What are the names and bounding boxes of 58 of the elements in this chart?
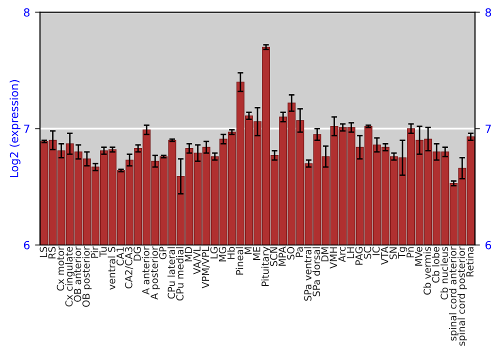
y-tick-label: 8	[24, 8, 30, 17]
x-tick-label: ME	[253, 247, 260, 260]
x-tick-label: SN	[389, 247, 397, 260]
x-tick-label: Cx cingulate	[65, 246, 75, 306]
x-tick-label: VPM/VPL	[202, 246, 210, 288]
x-tick-label: RS	[48, 246, 56, 258]
x-tick-label: MG	[218, 247, 226, 262]
x-tick-label: Pineal	[236, 247, 244, 275]
x-tick-label: Pn	[406, 247, 414, 258]
x-tick-label: Cb vermis	[423, 246, 431, 295]
x-tick-label: Cb nucleus	[440, 246, 448, 300]
x-tick-label: LH	[346, 247, 354, 258]
x-tick-label: Pituitary	[261, 246, 271, 286]
y-tick-label: 6	[24, 240, 30, 250]
x-tick-label: CA2/CA3	[125, 247, 134, 288]
x-tick-label: LG	[210, 247, 218, 258]
x-tick-label: Pa	[296, 247, 303, 257]
x-tick-label: Retina	[466, 247, 474, 276]
x-tick-label: GP	[159, 246, 166, 260]
y2-tick-label: 7	[486, 124, 491, 133]
x-tick-label: OB posterior	[82, 246, 92, 307]
x-tick-label: MVe	[415, 246, 422, 266]
x-tick-label: A posterior	[150, 246, 160, 300]
x-tick-label: VA/VL	[193, 246, 202, 274]
x-tick-label: Cb lobe	[432, 246, 440, 283]
x-tick-label: spinal cord anterior	[448, 246, 458, 341]
x-tick-label: DM	[321, 247, 328, 262]
x-tick-label: Arc	[338, 246, 346, 262]
x-tick-label: CPu medial	[176, 247, 184, 301]
y-axis-title: Log2 (expression)	[10, 80, 20, 178]
x-tick-label: CPu lateral	[168, 247, 176, 299]
x-tick-label: OB anterior	[74, 246, 82, 302]
x-tick-label: CA1	[116, 247, 124, 266]
x-tick-label: Pir	[90, 246, 98, 258]
x-tick-label: SPa ventral	[304, 247, 312, 301]
x-tick-label: Hb	[227, 246, 235, 259]
x-tick-label: VMH	[330, 247, 337, 269]
x-tick-label: SC	[364, 246, 372, 259]
x-tick-label: MD	[184, 246, 192, 262]
x-tick-label: MPA	[278, 246, 286, 266]
x-tick-label: SCN	[270, 247, 278, 266]
x-tick-label: SO	[287, 246, 294, 260]
y-tick-label: 7	[24, 124, 30, 133]
x-tick-label: Cx motor	[56, 246, 64, 291]
x-tick-label: Tg	[398, 247, 408, 259]
x-tick-label: A anterior	[142, 246, 150, 295]
x-tick-label: M	[244, 247, 252, 254]
x-tick-label: IC	[372, 246, 380, 256]
x-tick-label: Tu	[100, 247, 107, 258]
x-tick-label: VTA	[381, 246, 388, 265]
x-tick-label: SPa dorsal	[312, 247, 320, 296]
y2-tick-label: 8	[485, 8, 492, 17]
x-tick-label: PAG	[355, 247, 363, 265]
x-tick-label: spinal cord posterior	[458, 246, 467, 346]
x-tick-label: LS	[40, 246, 48, 258]
x-tick-label: ventral S	[108, 246, 116, 290]
y2-tick-label: 6	[486, 240, 492, 250]
x-tick-label: DG	[134, 247, 141, 260]
